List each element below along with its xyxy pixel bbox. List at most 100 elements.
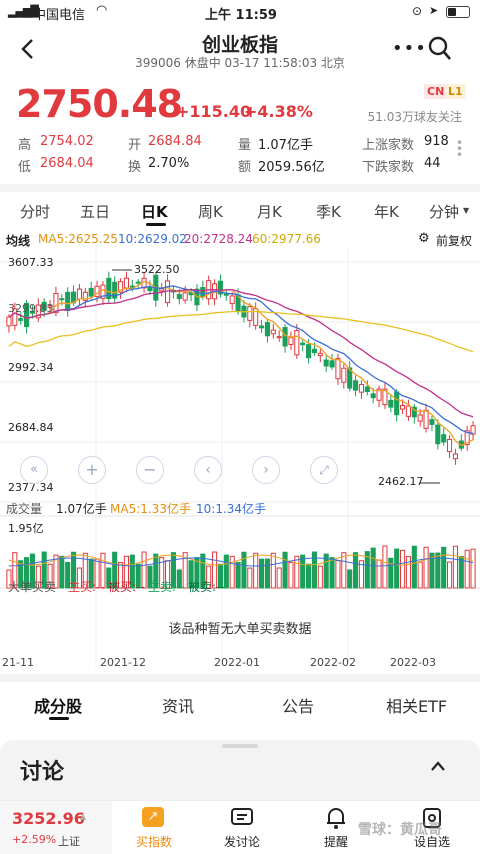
watchlist-icon <box>423 808 441 828</box>
volume-bar <box>311 551 317 589</box>
bigorder-beimai: 被买:-- <box>108 580 145 594</box>
divider <box>0 674 480 682</box>
kline-chart[interactable] <box>0 248 480 668</box>
volume-bar <box>417 561 423 589</box>
search-icon[interactable] <box>428 36 452 62</box>
low-value: 2684.04 <box>40 156 94 171</box>
candle-body <box>376 388 382 401</box>
zoom-out-icon[interactable]: − <box>136 456 164 484</box>
candle-body <box>335 358 341 380</box>
tab-jik[interactable]: 季K <box>316 203 341 221</box>
adjust-settings-icon[interactable]: ⚙ <box>418 231 430 246</box>
candle-body <box>88 287 94 297</box>
scroll-left-icon[interactable]: ‹ <box>194 456 222 484</box>
page-subtitle: 399006 休盘中 03-17 11:58:03 北京 <box>135 56 345 70</box>
candle-body <box>12 308 18 326</box>
volume-bar <box>106 567 112 589</box>
chevron-left-icon[interactable] <box>18 38 38 60</box>
remind-button[interactable]: 提醒 <box>306 801 366 854</box>
up-count-label: 上涨家数 <box>362 138 415 153</box>
bottom-toolbar: 3252.96 ▲ +2.59% 上证 ↗ 买指数 发讨论 提醒 设自选 雪球：… <box>0 800 480 854</box>
tab-announcements[interactable]: 公告 <box>282 697 315 716</box>
tab-zhouk[interactable]: 周K <box>198 203 223 221</box>
volume-bar <box>88 558 94 589</box>
tab-wuri[interactable]: 五日 <box>80 203 111 221</box>
trend-up-icon: ↗ <box>142 807 164 827</box>
tab-news[interactable]: 资讯 <box>162 697 195 716</box>
amount-value: 2059.56亿 <box>258 160 325 175</box>
index-name: 上证 <box>58 835 80 848</box>
drag-handle[interactable] <box>222 744 258 748</box>
high-label: 高 <box>18 138 32 153</box>
volume-bar <box>82 552 88 589</box>
scroll-left-fast-icon[interactable]: « <box>20 456 48 484</box>
candle-body <box>435 424 441 445</box>
chevron-up-icon[interactable] <box>430 760 446 772</box>
fullscreen-icon[interactable]: ⤢ <box>310 456 338 484</box>
scroll-right-icon[interactable]: › <box>252 456 280 484</box>
candle-body <box>429 419 435 425</box>
open-label: 开 <box>128 138 142 153</box>
chevron-down-icon[interactable]: ▼ <box>463 206 470 215</box>
candle-body <box>300 342 306 346</box>
watermark: 雪球：黄瓜哥 <box>358 822 442 838</box>
volume-bar <box>358 560 364 589</box>
more-icon[interactable]: ••• <box>392 38 427 59</box>
l1-badge[interactable]: L1 <box>445 84 466 99</box>
volume-ma10-legend: 10:1.34亿手 <box>196 502 267 516</box>
volume-bar <box>294 555 300 589</box>
volume-bar <box>306 563 312 589</box>
volume-bar <box>253 552 259 589</box>
candle-body <box>182 292 188 301</box>
tab-fenshi[interactable]: 分时 <box>20 203 51 221</box>
index-ticker[interactable]: 3252.96 ▲ +2.59% 上证 <box>0 801 112 854</box>
volume-legend-label: 成交量 <box>6 502 43 516</box>
volume-bar <box>464 549 470 589</box>
volume-bar <box>141 551 147 589</box>
volume-bar <box>6 569 12 589</box>
high-value: 2754.02 <box>40 134 94 149</box>
high-marker: 3522.50 <box>134 263 180 276</box>
tab-etf[interactable]: 相关ETF <box>386 697 448 716</box>
tab-rik[interactable]: 日K <box>141 203 168 221</box>
volume-bar <box>206 565 212 589</box>
volume-bar <box>176 569 182 589</box>
period-tabs: 分时 五日 日K 周K 月K 季K 年K 分钟 ▼ <box>0 193 480 228</box>
ma-line <box>8 280 474 447</box>
date-tick: 2022-03 <box>390 656 436 669</box>
active-tab-indicator <box>146 223 166 226</box>
tab-components[interactable]: 成分股 <box>34 697 83 716</box>
candle-body <box>59 298 65 301</box>
candle-body <box>353 380 359 391</box>
candle-body <box>270 329 276 335</box>
ma-line <box>8 288 474 418</box>
discussion-panel[interactable]: 讨论 <box>0 740 480 800</box>
add-watchlist-button[interactable]: 设自选 <box>402 801 462 854</box>
candle-body <box>253 308 259 326</box>
compose-icon <box>231 808 253 825</box>
candle-body <box>217 280 223 295</box>
volume-bar <box>452 545 458 589</box>
candle-body <box>41 301 47 311</box>
volume-bar <box>200 553 206 589</box>
volume-bar <box>118 561 124 589</box>
adjust-mode[interactable]: 前复权 <box>436 234 473 248</box>
clock: 上午 11:59 <box>205 8 277 23</box>
zoom-in-icon[interactable]: + <box>78 456 106 484</box>
volume-bar <box>394 548 400 589</box>
bigorder-beimai2: 被卖:-- <box>188 580 225 594</box>
volume-bar <box>247 567 253 589</box>
expand-dots-icon[interactable]: • • • <box>456 136 464 162</box>
volume-bar <box>147 565 153 589</box>
volume-bar <box>259 558 265 589</box>
tab-niank[interactable]: 年K <box>374 203 399 221</box>
candle-body <box>6 316 12 327</box>
tab-minute[interactable]: 分钟 <box>429 203 460 221</box>
candle-body <box>118 281 124 293</box>
last-price: 2750.48 <box>16 82 183 126</box>
volume-bar <box>135 563 141 589</box>
buy-index-button[interactable]: ↗ 买指数 <box>124 801 184 854</box>
post-discussion-button[interactable]: 发讨论 <box>212 801 272 854</box>
tab-yuek[interactable]: 月K <box>257 203 282 221</box>
volume-bar <box>59 555 65 589</box>
